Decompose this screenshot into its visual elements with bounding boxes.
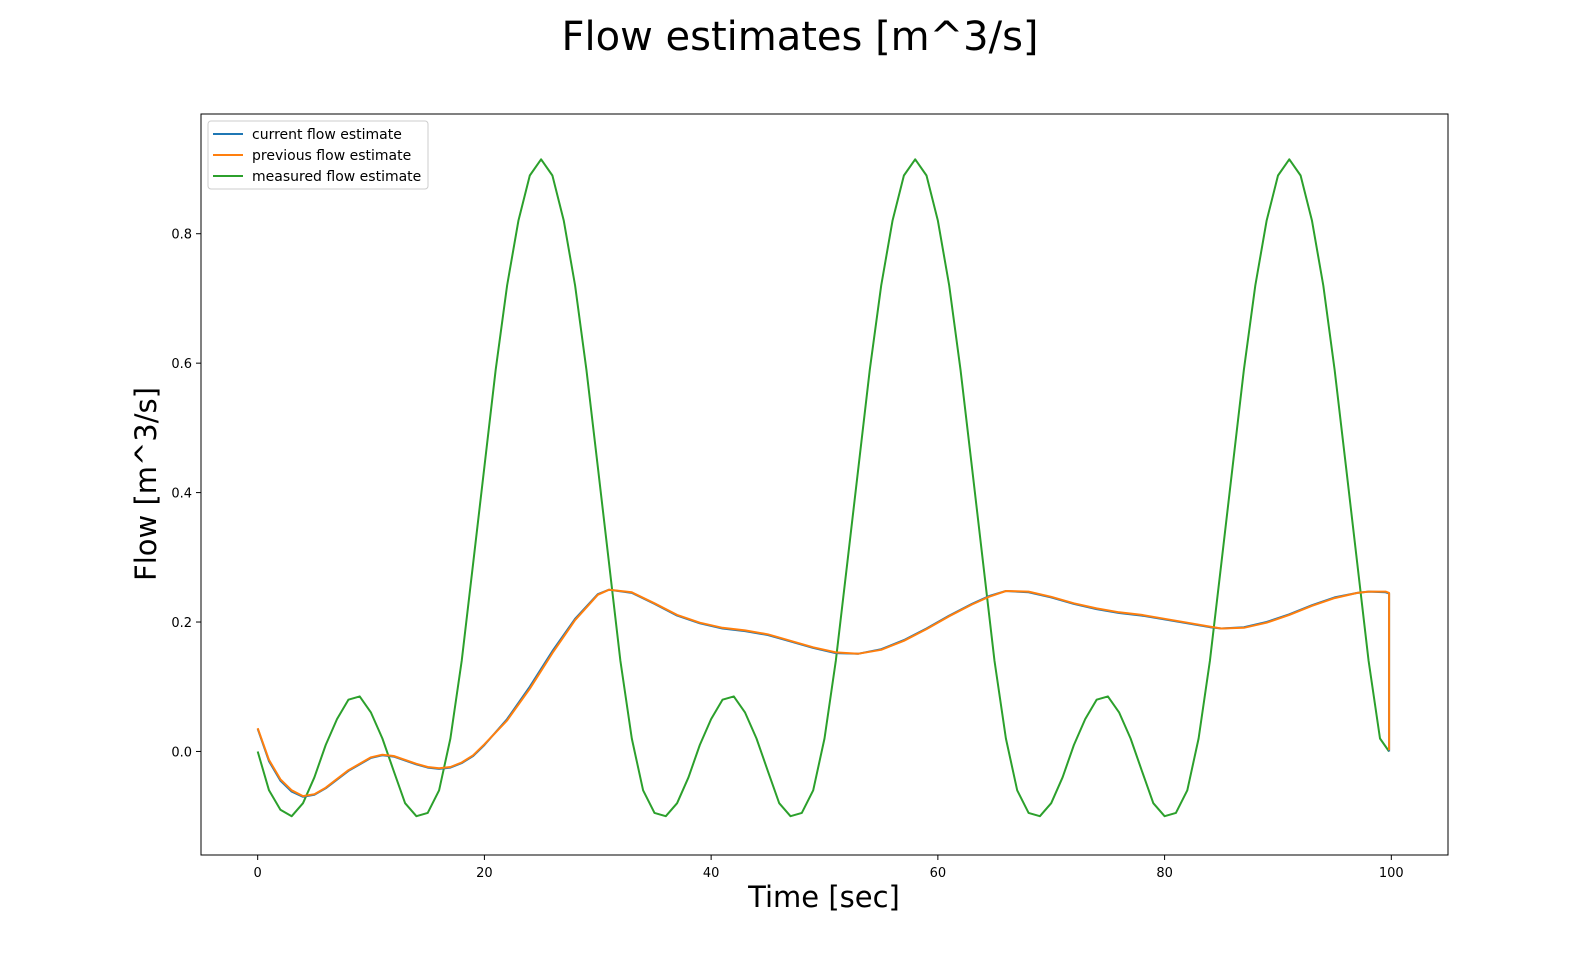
x-tick-label: 80 [1156,866,1173,881]
legend-label: previous flow estimate [252,148,411,164]
x-tick-label: 40 [703,866,720,881]
x-tick-label: 100 [1379,866,1404,881]
legend-label: current flow estimate [252,127,402,143]
series-line-1 [256,588,1391,798]
y-tick-label: 0.6 [171,357,192,372]
legend: current flow estimate previous flow estim… [207,120,429,190]
x-tick-label: 0 [254,866,262,881]
legend-label: measured flow estimate [252,169,421,185]
legend-box [207,120,429,190]
series-line-2 [256,158,1390,818]
x-tick-label: 60 [930,866,947,881]
plot-area [200,113,1449,856]
y-tick-label: 0.8 [171,228,192,243]
y-tick-label: 0.0 [171,745,192,760]
chart-title: Flow estimates [m^3/s] [561,14,1038,60]
axis-ticks: 0 20 40 60 80 100 0.0 0.2 0.4 0.6 0.8 [171,228,1403,881]
y-tick-label: 0.2 [171,616,192,631]
x-axis-title: Time [sec] [747,880,900,914]
series-lines [256,158,1391,818]
y-tick-label: 0.4 [171,487,192,502]
x-tick-label: 20 [476,866,493,881]
y-axis-title: Flow [m^3/s] [129,387,163,581]
